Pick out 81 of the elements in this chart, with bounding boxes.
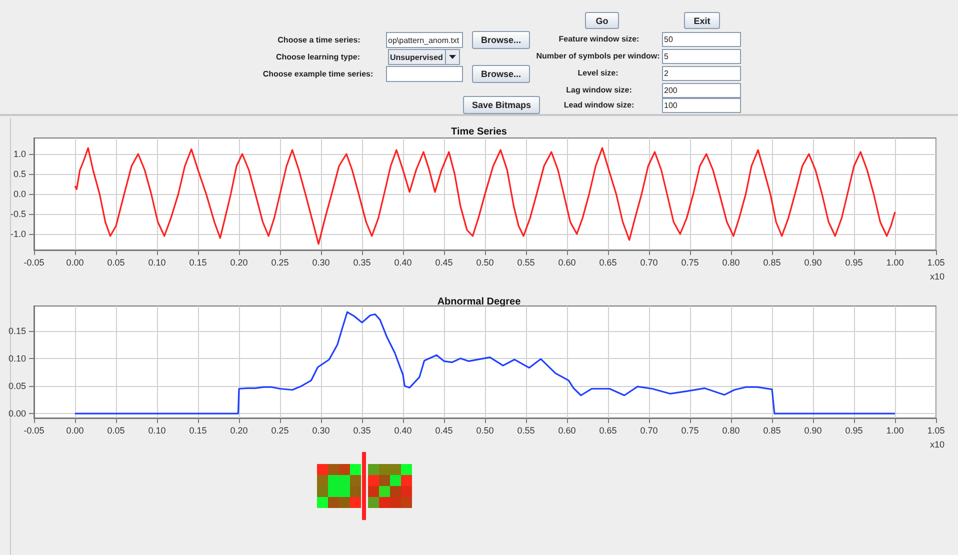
x-tick-label: 0.50 [476,426,494,436]
text-field: 100 [662,98,741,113]
x-tick-label: 1.00 [886,426,904,436]
chart-title: Time Series [451,126,508,138]
x-tick-label: 1.05 [927,426,945,436]
x-tick-label: 0.15 [189,426,207,436]
x-tick-label: 0.10 [148,258,166,268]
text: Choose learning type: [276,52,360,62]
x-tick-label: 0.45 [435,426,453,436]
x-tick-label: 0.25 [271,426,289,436]
button: Browse... [472,31,530,49]
x-tick-label: 0.70 [640,258,658,268]
x-tick-label: 0.05 [107,426,125,436]
x-tick-label: 0.45 [435,258,453,268]
x-tick-label: 0.40 [394,426,412,436]
x-tick-label: 0.75 [681,426,699,436]
text: Lag window size: [566,86,632,94]
x-tick-label: 1.05 [927,258,945,268]
text: Choose a time series: [278,36,360,44]
x-tick-label: 0.20 [230,426,248,436]
dropdown: Unsupervised [388,49,460,65]
text: Lead window size: [564,100,634,110]
x-tick-label: 0.20 [230,258,248,268]
x-tick-label: -0.05 [24,258,44,268]
y-tick-label: 0.0 [13,189,26,199]
x-tick-label: 0.60 [558,258,576,268]
x-tick-label: 0.75 [681,258,699,268]
y-tick-label: 0.05 [8,381,26,391]
x-tick-label: 0.35 [353,258,371,268]
x-tick-label: 0.65 [599,258,617,268]
chart-title: Abnormal Degree [437,296,522,308]
text-field: 50 [662,32,741,47]
x-tick-label: 0.40 [394,258,412,268]
text: Level size: [578,68,618,78]
line-series [74,147,896,245]
x-axis-title: x10 [930,272,945,282]
x-tick-label: 0.95 [845,258,863,268]
x-tick-label: 1.00 [886,258,904,268]
y-tick-label: -1.0 [10,229,26,239]
line-series [74,311,896,414]
text-field: 200 [662,83,741,98]
text-field: op\pattern_anom.txt [386,32,463,48]
x-tick-label: 0.60 [558,426,576,436]
button: Browse... [472,65,530,83]
y-tick-label: -0.5 [10,209,26,219]
x-tick-label: -0.05 [24,426,44,436]
x-tick-label: 0.30 [312,258,330,268]
x-tick-label: 0.05 [107,258,125,268]
text: Choose example time series: [262,70,374,78]
x-tick-label: 0.90 [804,258,822,268]
x-tick-label: 0.90 [804,426,822,436]
y-tick-label: 1.0 [13,149,26,159]
text: Feature window size: [558,34,640,44]
text-field: 5 [662,49,741,64]
x-tick-label: 0.30 [312,426,330,436]
x-tick-label: 0.80 [722,258,740,268]
y-tick-label: 0.5 [13,169,26,179]
x-tick-label: 0.70 [640,426,658,436]
x-tick-label: 0.35 [353,426,371,436]
x-tick-label: 0.80 [722,426,740,436]
x-tick-label: 0.55 [517,426,535,436]
x-tick-label: 0.85 [763,258,781,268]
x-tick-label: 0.00 [66,258,84,268]
x-tick-label: 0.00 [66,426,84,436]
text-field: 2 [662,66,741,81]
x-tick-label: 0.95 [845,426,863,436]
text: Number of symbols per window: [536,52,660,60]
y-tick-label: 0.00 [8,408,26,419]
x-tick-label: 0.85 [763,426,781,436]
x-tick-label: 0.55 [517,258,535,268]
x-tick-label: 0.15 [189,258,207,268]
x-tick-label: 0.10 [148,426,166,436]
button: Go [585,12,619,29]
x-tick-label: 0.50 [476,258,494,268]
x-axis-title: x10 [930,440,945,450]
x-tick-label: 0.65 [599,426,617,436]
x-tick-label: 0.25 [271,258,289,268]
button: Save Bitmaps [463,96,540,114]
button: Exit [684,12,720,29]
y-tick-label: 0.10 [8,353,26,364]
y-tick-label: 0.15 [8,326,26,336]
